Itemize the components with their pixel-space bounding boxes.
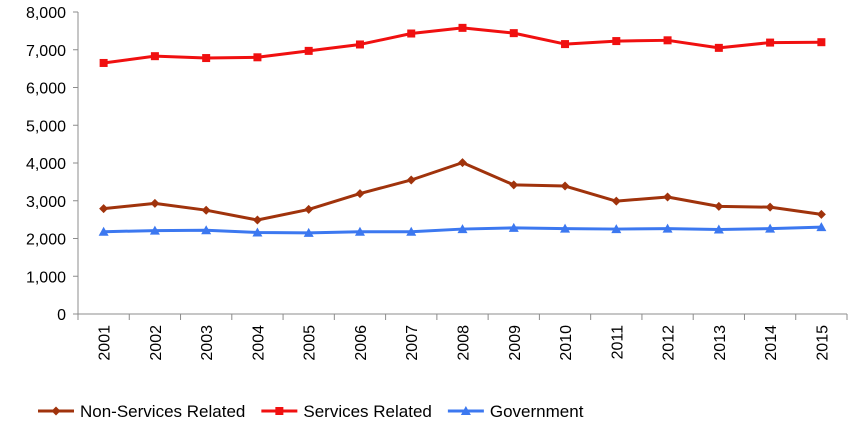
x-tick-label: 2012 (661, 325, 678, 361)
legend-item: Government (447, 402, 584, 421)
x-tick-label: 2002 (148, 325, 165, 361)
x-tick-label: 2011 (609, 325, 626, 360)
y-axis-ticks: 0 1,000 2,000 3,000 4,000 5,000 6,000 7,000 8,00… (26, 5, 78, 324)
data-point (201, 205, 211, 215)
data-point (354, 226, 365, 236)
series-line (103, 26, 822, 65)
legend-label: Services Related (303, 402, 432, 421)
data-point (765, 202, 775, 212)
x-tick-label: 2005 (302, 325, 319, 361)
data-point (509, 29, 518, 38)
x-tick-label: 2007 (404, 325, 421, 361)
data-point (458, 23, 467, 32)
data-point (303, 227, 314, 237)
data-point (202, 54, 211, 63)
x-tick-label: 2009 (507, 325, 524, 361)
series-lines (98, 23, 827, 237)
data-point (252, 215, 262, 225)
data-point (458, 158, 467, 168)
legend-label: Non-Services Related (80, 402, 245, 421)
y-tick-label: 8,000 (26, 5, 66, 22)
x-tick-label: 2008 (456, 325, 473, 361)
data-point (406, 226, 417, 236)
legend-marker (51, 406, 61, 416)
series-government (98, 222, 827, 237)
data-point (149, 225, 160, 235)
legend-item: Services Related (261, 402, 432, 421)
data-point (150, 52, 159, 61)
legend-marker (275, 407, 284, 415)
legend-item: Non-Services Related (38, 402, 245, 421)
data-point (252, 227, 263, 237)
series-non-services-related (99, 158, 826, 225)
y-tick-label: 4,000 (26, 156, 66, 173)
data-point (765, 223, 776, 233)
data-point (714, 201, 724, 211)
x-tick-label: 2010 (558, 325, 575, 361)
x-tick-label: 2014 (763, 325, 780, 361)
y-tick-label: 2,000 (26, 232, 66, 249)
data-point (355, 189, 365, 199)
data-point (766, 38, 775, 47)
y-tick-label: 1,000 (26, 269, 66, 286)
data-point (612, 37, 621, 46)
data-point (355, 40, 364, 49)
data-point (561, 40, 570, 49)
data-point (560, 181, 570, 191)
data-point (509, 180, 519, 190)
data-point (98, 226, 109, 236)
data-point (99, 204, 109, 214)
data-point (304, 46, 313, 55)
data-point (816, 209, 826, 219)
series-services-related (99, 23, 826, 67)
x-axis-ticks: 2001 2002 2003 2004 2005 2006 2007 2008 2009 2010… (77, 314, 848, 361)
x-tick-label: 2003 (199, 325, 216, 361)
data-point (611, 196, 621, 206)
data-point (407, 29, 416, 38)
data-point (253, 53, 262, 62)
data-point (457, 224, 468, 234)
data-point (508, 222, 519, 232)
x-tick-label: 2013 (712, 325, 729, 361)
data-point (714, 43, 723, 52)
data-point (663, 192, 673, 202)
data-point (611, 224, 622, 234)
data-point (713, 224, 724, 234)
legend-label: Government (490, 402, 584, 421)
y-tick-label: 0 (57, 307, 66, 324)
y-tick-label: 6,000 (26, 81, 66, 98)
data-point (662, 223, 673, 233)
series-line (103, 161, 822, 222)
data-point (150, 198, 160, 208)
data-point (817, 38, 826, 47)
x-tick-label: 2001 (97, 325, 114, 361)
legend-marker (460, 406, 471, 415)
x-tick-label: 2006 (353, 325, 370, 361)
legend: Non-Services Related Services Related Gove… (38, 402, 584, 421)
data-point (406, 175, 416, 185)
data-point (201, 225, 212, 235)
x-tick-label: 2004 (250, 325, 267, 361)
data-point (560, 223, 571, 233)
data-point (816, 222, 827, 232)
data-point (663, 36, 672, 45)
data-point (304, 204, 314, 214)
data-point (99, 58, 108, 67)
y-tick-label: 7,000 (26, 43, 66, 60)
x-tick-label: 2015 (814, 325, 831, 361)
y-tick-label: 5,000 (26, 118, 66, 135)
y-tick-label: 3,000 (26, 194, 66, 211)
